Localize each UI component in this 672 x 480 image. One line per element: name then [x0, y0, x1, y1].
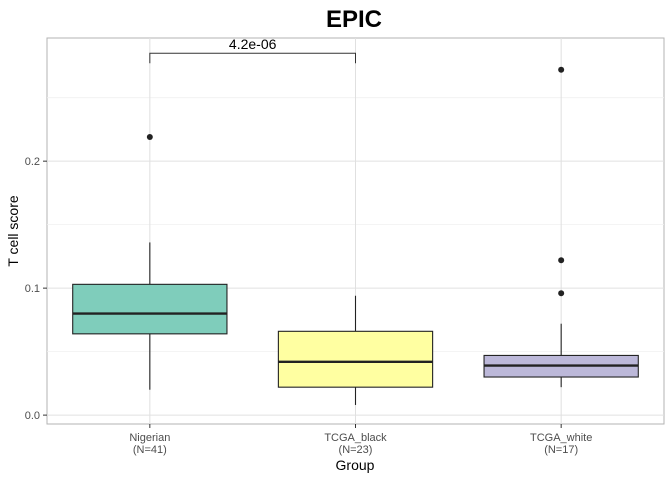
x-axis: Nigerian(N=41) TCGA_black(N=23) TCGA_white…: [129, 424, 592, 456]
outlier-point: [558, 66, 565, 73]
y-axis-title: T cell score: [5, 195, 21, 267]
x-tick-count-label: (N=23): [339, 444, 373, 456]
outlier-point: [558, 290, 565, 297]
x-tick-label: TCGA_black: [324, 432, 387, 444]
significance-annotations: 4.2e-06: [149, 36, 356, 64]
y-tick-label: 0.0: [25, 410, 40, 422]
y-tick-label: 0.2: [25, 156, 40, 168]
outlier-point: [146, 134, 153, 141]
box-iqr: [277, 330, 434, 388]
p-value-label: 4.2e-06: [229, 36, 277, 52]
x-tick-label: Nigerian: [129, 432, 170, 444]
outlier-point: [558, 257, 565, 264]
box-iqr: [72, 283, 228, 335]
x-tick-count-label: (N=17): [544, 444, 578, 456]
box-tcga-black: [277, 295, 434, 405]
y-tick-label: 0.1: [25, 283, 40, 295]
y-axis: 0.0 0.1 0.2: [25, 156, 47, 422]
box-nigerian: [72, 134, 228, 390]
x-tick-count-label: (N=41): [133, 444, 167, 456]
chart-title: EPIC: [326, 6, 382, 33]
significance-bracket: [149, 52, 356, 64]
box-tcga-white: [483, 66, 639, 388]
x-tick-label: TCGA_white: [530, 432, 592, 444]
box-plots: [72, 66, 639, 405]
x-axis-title: Group: [336, 457, 375, 473]
